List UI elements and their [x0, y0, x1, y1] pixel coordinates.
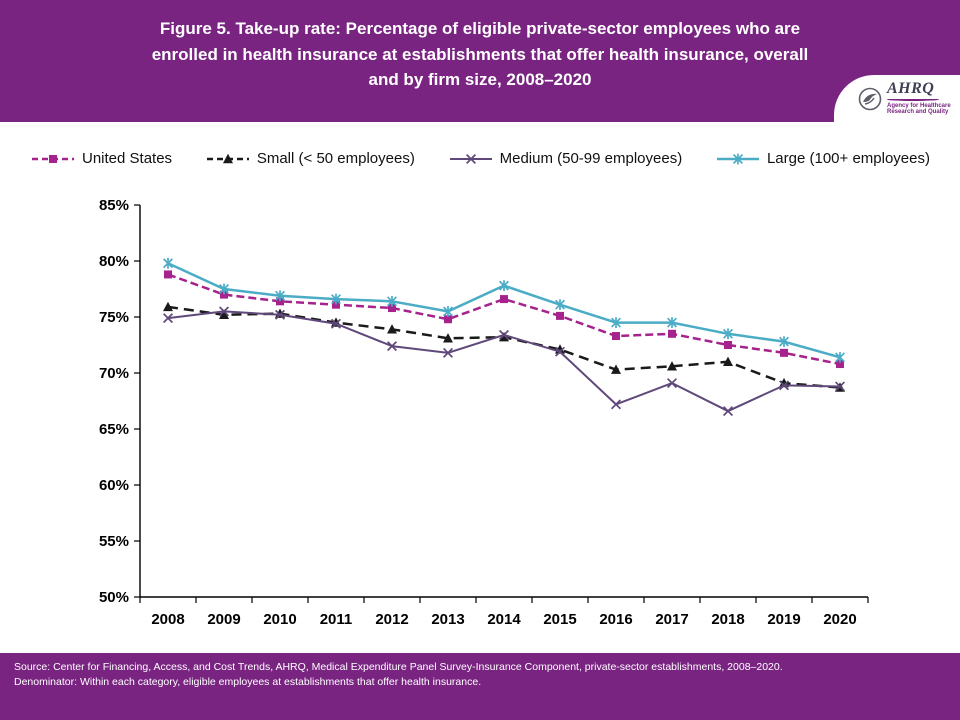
x-axis-label: 2013 [431, 611, 464, 628]
y-axis-label: 85% [99, 197, 129, 214]
x-axis-label: 2019 [767, 611, 800, 628]
x-axis-label: 2012 [375, 611, 408, 628]
series-united-states [164, 270, 844, 369]
x-axis-label: 2014 [487, 611, 521, 628]
title-banner: Figure 5. Take-up rate: Percentage of el… [0, 0, 960, 122]
legend-label: United States [82, 150, 173, 167]
legend-item-small-50-employees: Small (< 50 employees) [205, 150, 415, 167]
ahrq-acronym: AHRQ [887, 80, 935, 98]
legend-marker-icon [449, 153, 492, 164]
y-axis-label: 60% [99, 477, 129, 494]
hhs-eagle-icon [858, 87, 882, 110]
legend-label: Large (100+ employees) [766, 150, 930, 167]
legend-item-united-states: United States [30, 150, 172, 167]
x-axis-label: 2009 [207, 611, 240, 628]
x-axis-label: 2016 [599, 611, 632, 628]
figure-title: Figure 5. Take-up rate: Percentage of el… [151, 19, 809, 89]
ahrq-logo-text: AHRQ Agency for Healthcare Research and … [887, 80, 951, 116]
ahrq-swoosh [887, 98, 939, 102]
y-axis-label: 75% [99, 309, 129, 326]
series-medium-50-99-employees [162, 306, 846, 417]
source-note: Source: Center for Financing, Access, an… [14, 661, 783, 673]
ahrq-tagline-line2: Research and Quality [887, 109, 949, 116]
legend-label: Small (< 50 employees) [256, 150, 415, 167]
takeup-rate-line-chart: 50% 55% 60% 65% 70% 75% 80% 85% 2008 2009 2010 2011… [99, 197, 869, 628]
legend-marker-icon [716, 153, 759, 164]
legend-item-medium-50-99-employees: Medium (50-99 employees) [448, 150, 683, 167]
y-axis-label: 50% [99, 589, 129, 606]
source-footer: Source: Center for Financing, Access, an… [0, 653, 960, 720]
x-axis-label: 2017 [655, 611, 688, 628]
y-axis-label: 80% [99, 253, 129, 270]
ahrq-logo: AHRQ Agency for Healthcare Research and … [834, 75, 960, 122]
ahrq-tagline-line1: Agency for Healthcare [887, 103, 951, 110]
x-axis-label: 2008 [151, 611, 184, 628]
x-axis-label: 2018 [711, 611, 744, 628]
y-axis-label: 55% [99, 533, 129, 550]
legend-item-large-100-employees: Large (100+ employees) [715, 150, 930, 167]
y-axis-label: 70% [99, 365, 129, 382]
series-large-100-employees [162, 257, 846, 363]
x-axis-label: 2010 [263, 611, 296, 628]
x-axis-label: 2020 [823, 611, 856, 628]
x-axis-label: 2015 [543, 611, 576, 628]
x-axis-label: 2011 [320, 611, 353, 628]
legend-marker-icon [206, 153, 249, 163]
legend-marker-icon [32, 154, 74, 163]
denominator-note: Denominator: Within each category, eligi… [14, 675, 482, 688]
y-axis-label: 65% [99, 421, 129, 438]
chart-legend: United States Small (< 50 employees) Mediu… [30, 150, 930, 167]
legend-label: Medium (50-99 employees) [499, 150, 683, 167]
